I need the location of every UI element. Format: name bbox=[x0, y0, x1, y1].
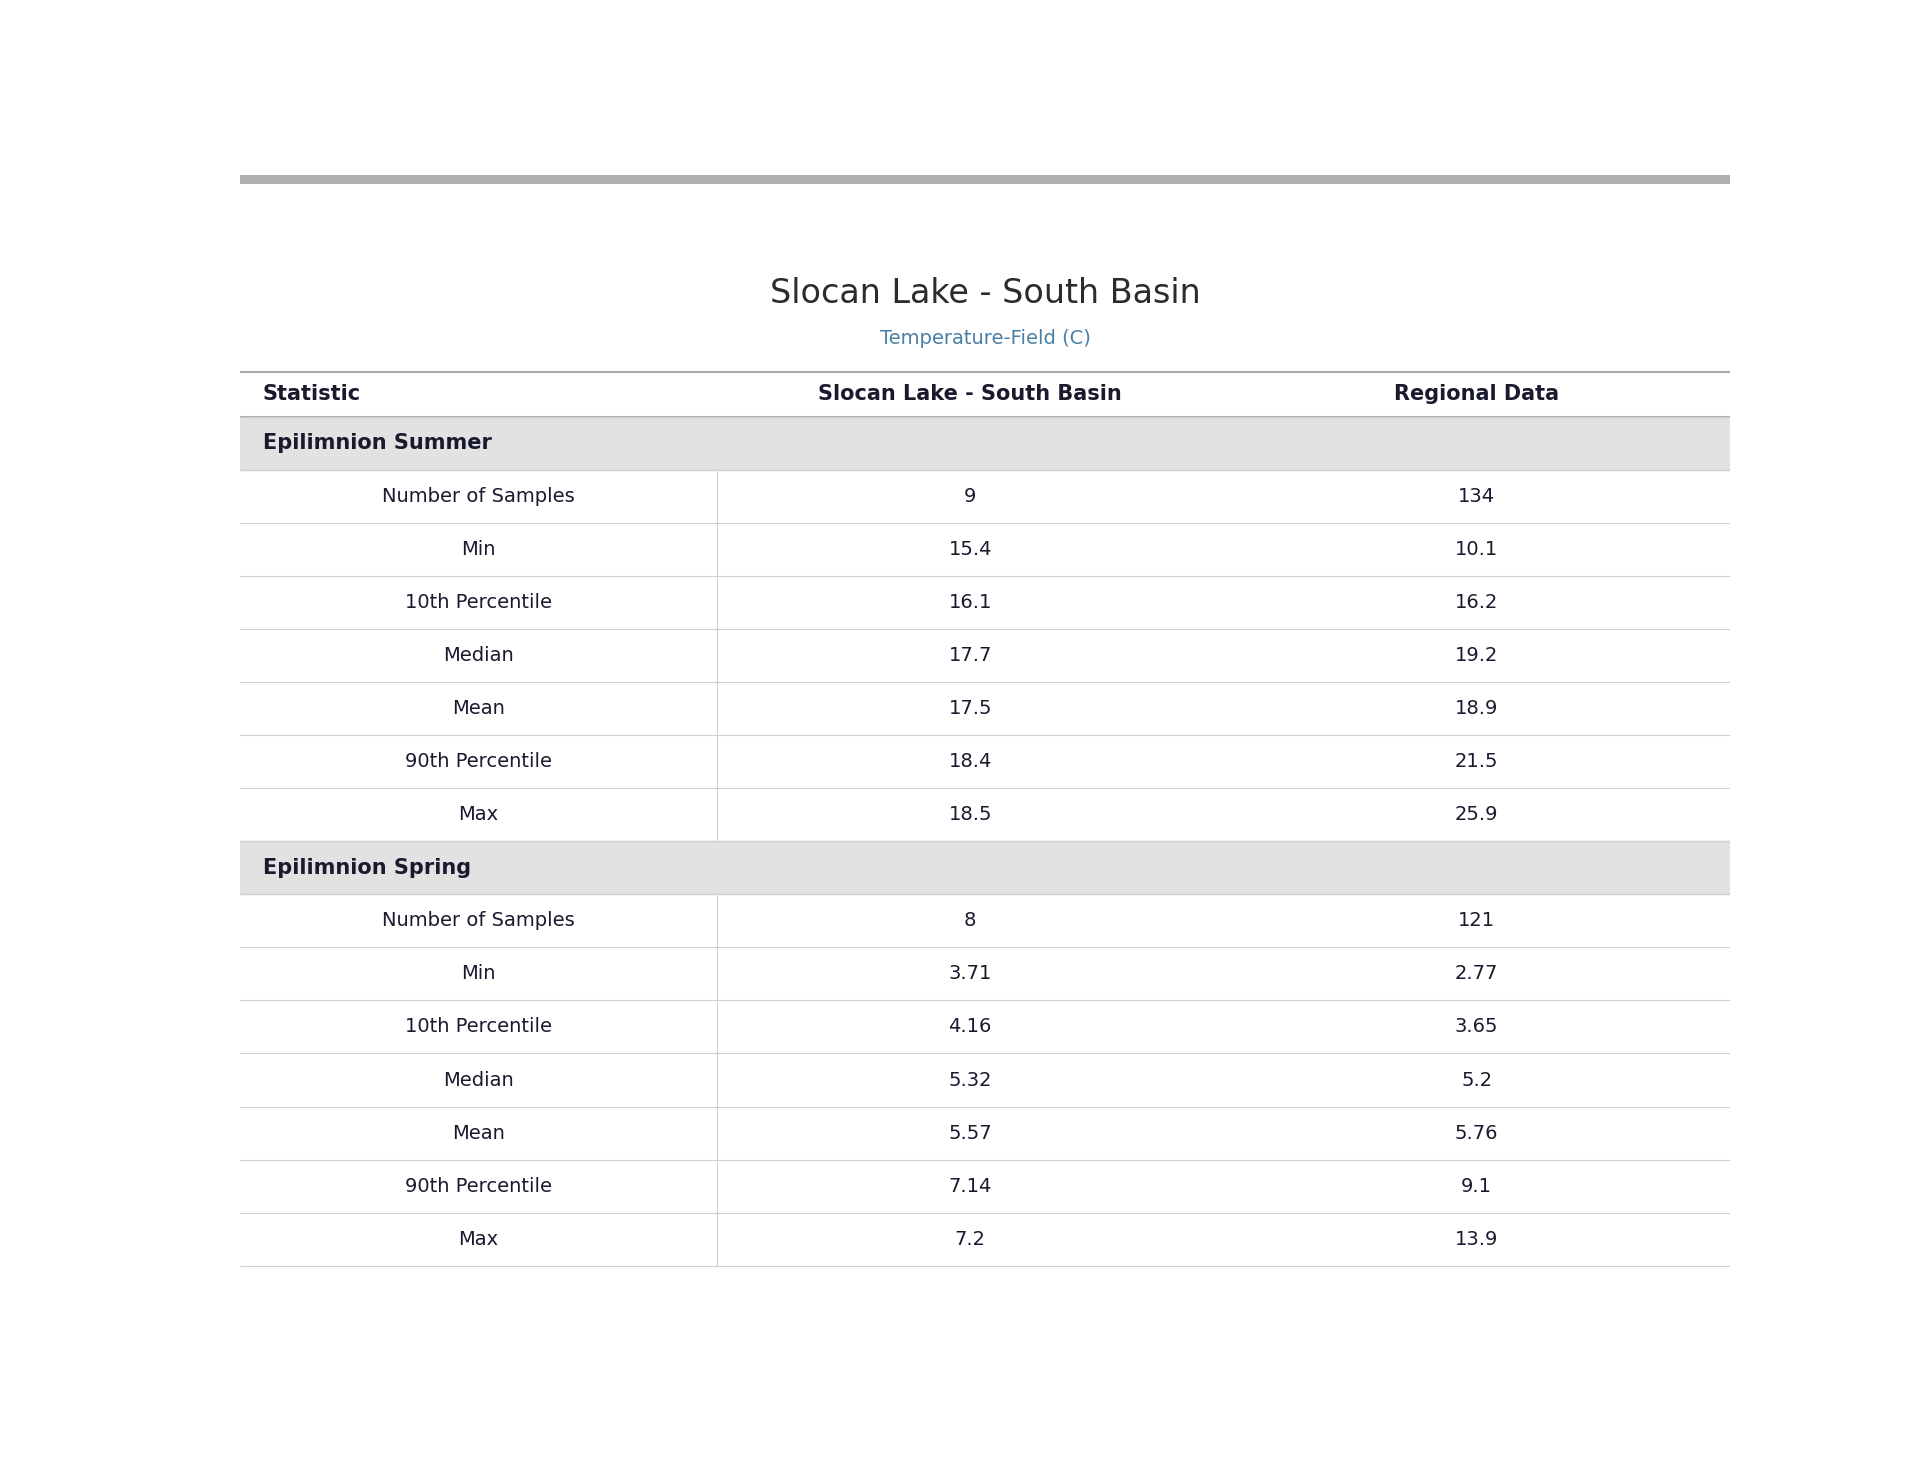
Text: 18.9: 18.9 bbox=[1455, 699, 1499, 718]
Bar bbox=[240, 788, 1730, 841]
Bar bbox=[240, 841, 1730, 895]
Text: 7.14: 7.14 bbox=[948, 1177, 992, 1196]
Text: Min: Min bbox=[461, 540, 496, 559]
Bar bbox=[240, 175, 1730, 184]
Text: Mean: Mean bbox=[452, 699, 505, 718]
Text: 90th Percentile: 90th Percentile bbox=[406, 752, 552, 771]
Text: Slocan Lake - South Basin: Slocan Lake - South Basin bbox=[769, 277, 1201, 310]
Bar bbox=[240, 418, 1730, 470]
Text: 90th Percentile: 90th Percentile bbox=[406, 1177, 552, 1196]
Text: Slocan Lake - South Basin: Slocan Lake - South Basin bbox=[819, 384, 1122, 404]
Bar bbox=[240, 736, 1730, 788]
Text: 16.2: 16.2 bbox=[1455, 593, 1499, 612]
Text: 3.71: 3.71 bbox=[948, 965, 992, 984]
Text: Number of Samples: Number of Samples bbox=[382, 488, 575, 507]
Text: Number of Samples: Number of Samples bbox=[382, 911, 575, 930]
Text: Mean: Mean bbox=[452, 1124, 505, 1143]
Text: 21.5: 21.5 bbox=[1455, 752, 1499, 771]
Bar bbox=[240, 895, 1730, 948]
Text: 18.5: 18.5 bbox=[948, 806, 992, 825]
Text: 13.9: 13.9 bbox=[1455, 1229, 1499, 1248]
Text: 10th Percentile: 10th Percentile bbox=[406, 1018, 552, 1037]
Text: Temperature-Field (C): Temperature-Field (C) bbox=[880, 328, 1090, 347]
Text: 10.1: 10.1 bbox=[1455, 540, 1499, 559]
Text: 5.2: 5.2 bbox=[1461, 1070, 1491, 1089]
Text: 15.4: 15.4 bbox=[948, 540, 992, 559]
Text: 10th Percentile: 10th Percentile bbox=[406, 593, 552, 612]
Bar bbox=[240, 523, 1730, 577]
Text: 17.7: 17.7 bbox=[948, 647, 992, 666]
Text: Max: Max bbox=[459, 1229, 498, 1248]
Bar bbox=[240, 470, 1730, 523]
Bar bbox=[240, 948, 1730, 1000]
Text: 134: 134 bbox=[1459, 488, 1495, 507]
Text: 3.65: 3.65 bbox=[1455, 1018, 1499, 1037]
Text: Epilimnion Summer: Epilimnion Summer bbox=[263, 434, 492, 454]
Text: 17.5: 17.5 bbox=[948, 699, 992, 718]
Text: Median: Median bbox=[444, 1070, 513, 1089]
Text: 7.2: 7.2 bbox=[955, 1229, 986, 1248]
Text: Max: Max bbox=[459, 806, 498, 825]
Bar bbox=[240, 1159, 1730, 1213]
Text: Epilimnion Spring: Epilimnion Spring bbox=[263, 858, 471, 877]
Text: 5.57: 5.57 bbox=[948, 1124, 992, 1143]
Text: 2.77: 2.77 bbox=[1455, 965, 1499, 984]
Text: 5.32: 5.32 bbox=[948, 1070, 992, 1089]
Text: 16.1: 16.1 bbox=[948, 593, 992, 612]
Text: 19.2: 19.2 bbox=[1455, 647, 1499, 666]
Text: Median: Median bbox=[444, 647, 513, 666]
Text: 9.1: 9.1 bbox=[1461, 1177, 1491, 1196]
Bar bbox=[240, 682, 1730, 736]
Text: 4.16: 4.16 bbox=[948, 1018, 992, 1037]
Bar bbox=[240, 1054, 1730, 1107]
Bar bbox=[240, 629, 1730, 682]
Bar bbox=[240, 577, 1730, 629]
Text: 121: 121 bbox=[1459, 911, 1495, 930]
Bar bbox=[240, 1000, 1730, 1054]
Text: 18.4: 18.4 bbox=[948, 752, 992, 771]
Text: 25.9: 25.9 bbox=[1455, 806, 1499, 825]
Text: 9: 9 bbox=[965, 488, 976, 507]
Bar bbox=[240, 1107, 1730, 1159]
Bar bbox=[240, 1213, 1730, 1266]
Text: 5.76: 5.76 bbox=[1455, 1124, 1499, 1143]
Text: Statistic: Statistic bbox=[263, 384, 361, 404]
Text: Regional Data: Regional Data bbox=[1393, 384, 1559, 404]
Text: Min: Min bbox=[461, 965, 496, 984]
Text: 8: 8 bbox=[965, 911, 976, 930]
